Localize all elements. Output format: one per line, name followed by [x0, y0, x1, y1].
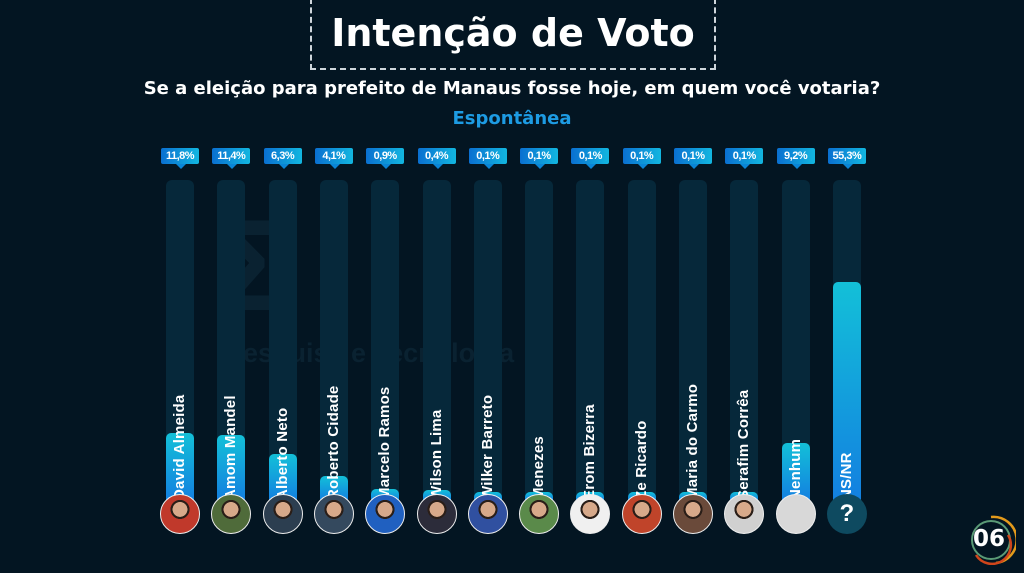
candidate-avatar [621, 494, 662, 534]
bar [268, 454, 297, 500]
candidate-avatar [570, 494, 611, 534]
category-label: NS/NR [837, 452, 855, 500]
question-subtitle: Se a eleição para prefeito de Manaus fos… [143, 78, 881, 99]
bar [781, 443, 810, 500]
data-label: 0,9% [366, 148, 405, 169]
category-label: Wilson Lima [427, 409, 445, 500]
data-label: 0,1% [674, 148, 712, 169]
data-label: 4,1% [314, 148, 353, 169]
category-label: Menezes [530, 436, 548, 500]
bar [217, 434, 246, 500]
data-label: 6,3% [263, 148, 302, 169]
data-label: 0,4% [417, 148, 456, 169]
candidate-avatar [416, 494, 457, 534]
bar-track [422, 180, 451, 510]
page-progress-icon [971, 515, 1016, 565]
bar-track [319, 180, 348, 510]
page-title: Intenção de Voto [331, 11, 695, 55]
bar-track [576, 180, 605, 510]
data-label: 0,1% [468, 148, 507, 169]
candidate-avatar [775, 494, 816, 534]
candidate-avatar [724, 494, 765, 534]
data-label: 9,2% [776, 148, 815, 169]
page-number: 06 [973, 526, 1006, 552]
bar-track [473, 180, 502, 510]
category-label: Serafim Corrêa [735, 389, 753, 500]
category-label: Maria do Carmo [684, 383, 701, 500]
candidate-avatar [519, 494, 560, 534]
question-icon: ? [826, 494, 867, 534]
candidate-avatar [160, 494, 200, 534]
candidate-avatar [262, 494, 303, 534]
bar-track [730, 180, 759, 510]
category-label: Wilker Barreto [478, 394, 496, 500]
data-label: 11,4% [212, 148, 251, 169]
bar-track [371, 180, 400, 510]
category-label: David Almeida [171, 394, 188, 500]
data-label: 55,3% [827, 148, 866, 169]
candidate-avatar [211, 494, 252, 534]
bar-track [525, 180, 554, 510]
data-label: 0,1% [571, 148, 610, 169]
survey-mode-label: Espontânea [452, 108, 572, 129]
category-label: Erom Bizerra [581, 404, 599, 500]
data-label: 11,8% [161, 148, 199, 169]
category-label: Alberto Neto [273, 407, 291, 500]
data-label: 0,1% [622, 148, 661, 169]
bar-track [627, 180, 656, 510]
data-label: 0,1% [520, 148, 559, 169]
candidate-avatar [673, 494, 713, 534]
category-label: Marcelo Ramos [376, 386, 394, 500]
category-label: Roberto Cidade [324, 385, 342, 500]
nsnr-symbol: ? [839, 500, 855, 527]
candidate-avatar [365, 494, 406, 534]
data-label: 0,1% [725, 148, 764, 169]
bar [832, 281, 861, 500]
category-label: Amom Mandel [222, 395, 240, 500]
category-label: Ze Ricardo [632, 420, 650, 500]
bar [166, 433, 194, 500]
title-box: Intenção de Voto [310, 0, 716, 70]
category-label: Nenhum [786, 438, 804, 500]
candidate-avatar [467, 494, 508, 534]
candidate-avatar [313, 494, 354, 534]
bar-track [679, 180, 707, 510]
